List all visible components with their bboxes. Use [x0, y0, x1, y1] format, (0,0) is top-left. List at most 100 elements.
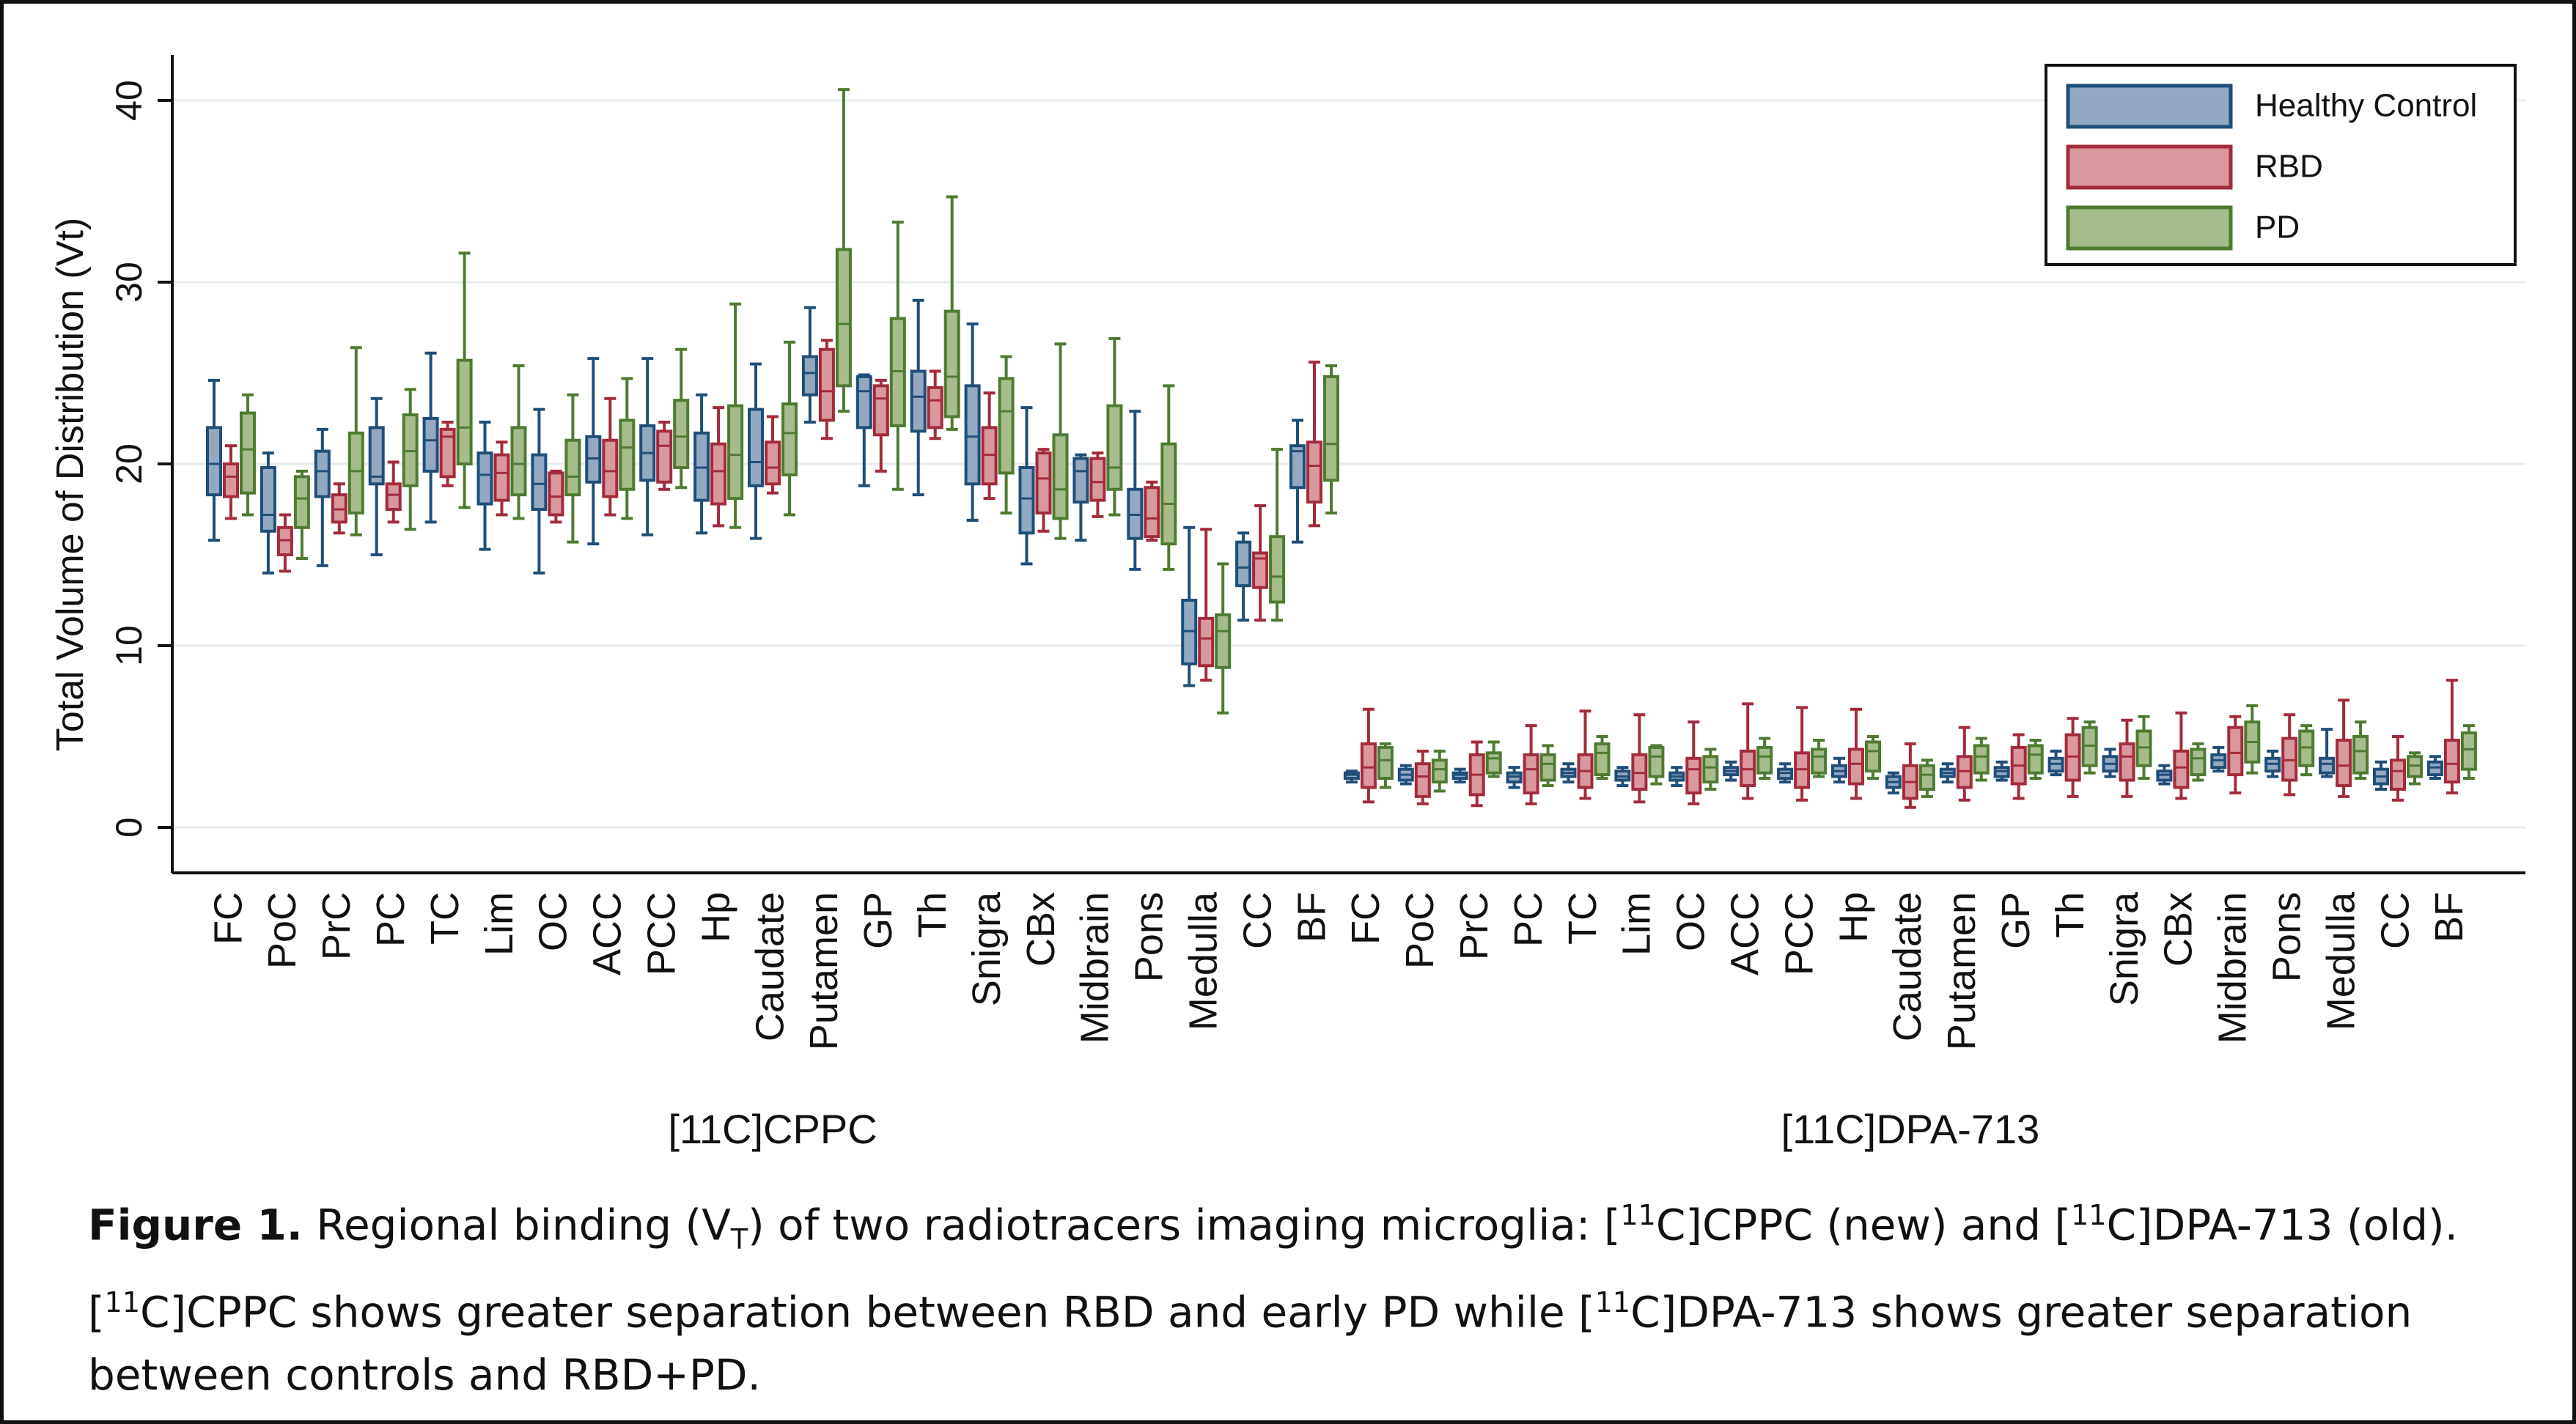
box-iqr: [2027, 744, 2044, 775]
box-cbx-healthy-control: [2156, 764, 2173, 786]
x-tick-label: BF: [1289, 892, 1333, 942]
box-iqr: [1089, 457, 1106, 502]
box-cbx-healthy-control: [1018, 406, 1035, 566]
box-iqr: [1072, 457, 1089, 504]
box-medulla-rbd: [1198, 528, 1215, 682]
box-midbrain-healthy-control: [2210, 745, 2227, 773]
box-cc-pd: [1269, 448, 1286, 622]
box-th-pd: [943, 195, 960, 431]
box-prc-healthy-control: [1451, 767, 1468, 783]
box-putamen-healthy-control: [1939, 762, 1956, 783]
box-oc-healthy-control: [531, 407, 548, 575]
box-snigra-pd: [2135, 715, 2152, 781]
box-poc-rbd: [1414, 749, 1431, 805]
box-iqr: [818, 347, 835, 422]
x-tick-label: GP: [856, 892, 900, 949]
box-caudate-rbd: [1902, 742, 1918, 809]
box-pcc-healthy-control: [1777, 762, 1794, 783]
box-pc-pd: [402, 388, 419, 531]
box-iqr: [872, 384, 889, 437]
box-cc-pd: [2407, 751, 2423, 786]
box-hp-pd: [727, 302, 744, 529]
box-fc-rbd: [1360, 707, 1377, 804]
box-pc-pd: [1539, 744, 1556, 787]
box-fc-rbd: [223, 444, 239, 520]
legend-item: PD: [2066, 205, 2300, 251]
box-prc-pd: [1485, 740, 1502, 778]
y-axis-label: Total Volume of Distribution (Vt): [49, 218, 92, 751]
box-iqr: [998, 377, 1015, 475]
x-tick-label: Hp: [693, 892, 737, 942]
box-iqr: [1594, 742, 1611, 777]
box-iqr: [531, 453, 548, 511]
x-tick-label: ACC: [586, 892, 630, 975]
box-iqr: [1235, 540, 1252, 588]
legend-item: Healthy Control: [2066, 84, 2477, 129]
box-iqr: [765, 440, 781, 486]
box-iqr: [1018, 465, 1035, 535]
box-lim-pd: [1648, 744, 1665, 786]
x-tick-label: Th: [2048, 892, 2092, 938]
box-oc-pd: [564, 393, 581, 544]
box-iqr: [1377, 745, 1394, 781]
box-iqr: [1523, 753, 1539, 794]
box-tc-pd: [1594, 735, 1611, 781]
group-label: [11C]CPPC: [668, 1106, 877, 1152]
x-tick-label: ACC: [1723, 892, 1767, 975]
box-iqr: [2227, 726, 2244, 777]
x-tick-label: Snigra: [965, 891, 1009, 1006]
box-iqr: [835, 248, 852, 388]
box-iqr: [456, 358, 473, 466]
legend-swatch: [2066, 144, 2233, 190]
box-iqr: [1198, 616, 1215, 668]
y-tick-label: 40: [108, 80, 150, 121]
box-th-rbd: [2064, 717, 2081, 798]
box-iqr: [943, 309, 960, 418]
box-series: [206, 88, 2477, 809]
x-tick-label: Midbrain: [2211, 892, 2255, 1044]
x-tick-label: Snigra: [2102, 891, 2146, 1006]
box-caudate-pd: [781, 340, 798, 517]
box-pcc-pd: [1811, 738, 1828, 778]
box-iqr: [1144, 486, 1160, 539]
x-tick-label: OC: [1669, 892, 1713, 951]
box-caudate-healthy-control: [1885, 771, 1902, 794]
box-poc-healthy-control: [1397, 764, 1414, 786]
box-tc-healthy-control: [1560, 762, 1577, 783]
box-iqr: [1918, 764, 1935, 791]
box-cbx-pd: [2190, 742, 2207, 782]
box-midbrain-pd: [1106, 336, 1123, 517]
box-tc-rbd: [439, 420, 456, 487]
y-tick-label: 30: [108, 262, 150, 303]
box-bf-rbd: [1306, 361, 1322, 528]
box-iqr: [422, 417, 439, 473]
box-acc-pd: [1756, 737, 1773, 781]
legend-item: RBD: [2066, 144, 2323, 190]
box-acc-rbd: [1740, 702, 1756, 800]
x-tick-label: CBx: [2157, 892, 2201, 967]
box-bf-healthy-control: [1289, 418, 1306, 544]
box-pons-pd: [2298, 724, 2315, 777]
gridlines: [172, 99, 2525, 829]
x-tick-label: FC: [1344, 892, 1388, 945]
box-iqr: [240, 411, 256, 495]
box-lim-rbd: [493, 440, 510, 517]
box-putamen-healthy-control: [801, 306, 818, 424]
caption-line-3: between controls and RBD+PD.: [88, 1350, 761, 1401]
x-tick-label: Lim: [1615, 892, 1659, 956]
box-prc-healthy-control: [314, 427, 331, 567]
x-tick-label: Caudate: [748, 892, 792, 1041]
box-midbrain-rbd: [1089, 451, 1106, 518]
box-tc-healthy-control: [422, 351, 439, 524]
box-iqr: [1360, 742, 1377, 789]
box-gp-healthy-control: [855, 373, 872, 487]
box-iqr: [2119, 742, 2135, 782]
box-caudate-pd: [1918, 759, 1935, 798]
box-iqr: [2319, 756, 2336, 775]
box-snigra-healthy-control: [2102, 748, 2119, 778]
box-iqr: [1648, 745, 1665, 778]
box-pc-rbd: [1523, 724, 1539, 805]
box-lim-pd: [510, 364, 527, 520]
box-pons-healthy-control: [1127, 410, 1144, 571]
box-hp-pd: [1865, 735, 1881, 781]
